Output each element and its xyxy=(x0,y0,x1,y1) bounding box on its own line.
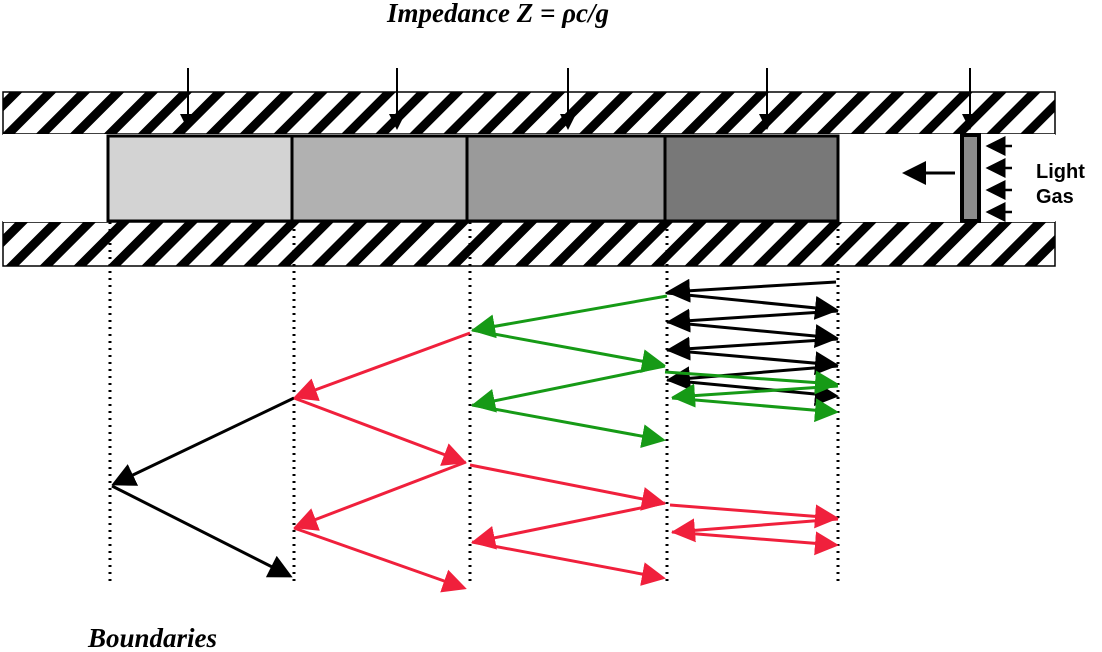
red-wave-arrow xyxy=(293,526,467,593)
green-wave-arrow xyxy=(471,403,666,449)
green-wave-arrow xyxy=(671,383,839,408)
black-wave-arrow xyxy=(666,364,839,391)
black-wave-arrow xyxy=(666,308,839,333)
black-wave-arrow xyxy=(666,291,839,320)
black-wave-arrow xyxy=(666,378,839,406)
red-wave-arrow xyxy=(293,396,467,466)
black-wave-arrow xyxy=(111,396,295,486)
material-layer-1 xyxy=(106,134,294,223)
green-wave-arrow xyxy=(671,396,839,423)
piston xyxy=(960,133,981,223)
black-wave-arrow xyxy=(666,336,839,361)
red-wave-arrow xyxy=(293,460,467,531)
red-wave-arrow xyxy=(671,530,839,556)
gas-pressure-arrows xyxy=(985,136,1012,222)
red-wave-arrow xyxy=(669,503,839,529)
black-wave-arrow xyxy=(111,484,293,578)
green-wave-arrow xyxy=(471,294,668,339)
red-wave-arrow xyxy=(469,463,666,511)
gas-label-line2: Gas xyxy=(1036,186,1074,208)
green-wave-arrow xyxy=(471,328,666,374)
material-layer-4 xyxy=(663,134,840,223)
red-wave-arrow xyxy=(471,501,666,550)
green-wave-arrow xyxy=(664,370,839,395)
boundaries-label: Boundaries xyxy=(87,623,217,652)
black-wave-arrow xyxy=(666,278,837,303)
material-layer-3 xyxy=(465,134,667,223)
red-wave-arrow xyxy=(671,517,839,543)
gas-label-line1: Light xyxy=(1036,161,1085,183)
black-wave-arrow xyxy=(666,320,839,348)
upper-wall xyxy=(2,91,1056,135)
material-layer-2 xyxy=(290,134,469,223)
red-wave-arrow xyxy=(293,331,471,402)
green-wave-arrow xyxy=(471,364,666,413)
lower-wall xyxy=(2,221,1056,267)
diagram-title: Impedance Z = ρc/g xyxy=(386,0,609,28)
red-wave-arrow xyxy=(471,540,666,586)
black-wave-arrow xyxy=(666,348,839,376)
